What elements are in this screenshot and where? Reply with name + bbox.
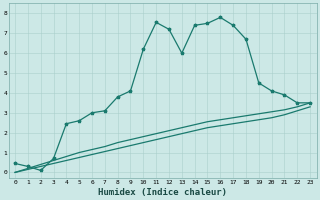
X-axis label: Humidex (Indice chaleur): Humidex (Indice chaleur) (98, 188, 227, 197)
